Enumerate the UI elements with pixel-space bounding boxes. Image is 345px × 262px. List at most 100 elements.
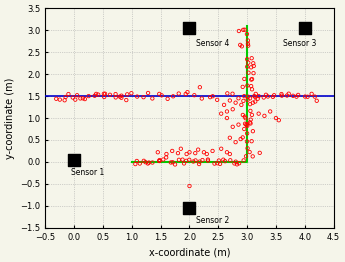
Point [248,118,254,122]
Point [244,122,249,126]
Point [63,95,68,99]
Point [237,43,243,47]
Point [143,160,148,164]
Point [57,97,62,102]
Point [145,91,151,95]
Point [214,98,220,102]
Point [159,93,165,97]
Point [191,93,197,97]
Point [241,77,247,81]
Point [187,150,192,154]
Point [183,92,188,96]
Point [119,96,124,100]
Point [187,158,192,162]
Point [252,94,257,98]
Point [294,95,299,99]
Point [74,93,80,97]
Point [246,61,251,65]
Point [233,160,238,164]
Point [204,152,209,156]
Text: Sensor 1: Sensor 1 [71,168,105,177]
Point [176,158,182,162]
Point [129,91,134,95]
Point [146,161,152,165]
Point [244,57,250,61]
Point [220,157,226,162]
Point [102,92,108,96]
Point [234,162,240,166]
Point [141,95,146,99]
Point [249,87,255,91]
Point [253,92,258,96]
Point [244,32,250,36]
Point [249,77,255,81]
X-axis label: x-coordinate (m): x-coordinate (m) [149,247,230,257]
Point [279,94,285,98]
Point [196,162,202,166]
Point [240,135,245,140]
Point [309,92,314,96]
Point [257,151,263,155]
Point [245,95,251,99]
Point [238,137,244,141]
Point [96,92,101,97]
Point [195,148,201,152]
Point [170,94,176,99]
Point [244,131,250,135]
Point [176,91,181,96]
Point [113,92,118,96]
Point [247,96,253,100]
Point [245,124,250,128]
Point [242,114,247,119]
Point [200,158,205,162]
Point [141,159,147,163]
Point [218,112,224,116]
Point [155,150,160,154]
Point [240,28,246,32]
Point [314,99,319,103]
Point [80,96,86,100]
Point [218,147,224,151]
Point [190,159,196,163]
Point [241,127,247,131]
Point [286,92,292,96]
Point [250,101,256,105]
Point [101,92,107,96]
Point [236,29,241,33]
Point [210,149,215,153]
Point [212,161,217,166]
Y-axis label: y-coordinate (m): y-coordinate (m) [5,77,15,159]
Point [157,158,162,162]
Point [305,95,310,99]
Point [273,116,279,120]
Point [92,94,97,98]
Point [233,101,238,105]
Point [184,152,189,156]
Point [185,90,190,94]
Point [71,158,77,162]
Point [137,161,142,166]
Point [216,159,221,163]
Point [243,116,248,120]
Point [284,94,290,98]
Point [205,157,211,162]
Point [184,159,189,163]
Point [78,96,83,101]
Point [236,96,241,100]
Point [245,146,250,150]
Point [193,151,198,155]
Point [134,159,140,163]
Point [230,92,235,96]
Point [295,93,301,97]
Text: Sensor 3: Sensor 3 [283,39,316,48]
Point [224,116,230,120]
Point [227,152,233,156]
Point [239,44,245,48]
Point [265,94,270,99]
Point [243,154,249,158]
Point [249,139,254,143]
Point [201,150,207,154]
Point [222,159,228,163]
Point [157,159,162,163]
Point [248,121,253,125]
